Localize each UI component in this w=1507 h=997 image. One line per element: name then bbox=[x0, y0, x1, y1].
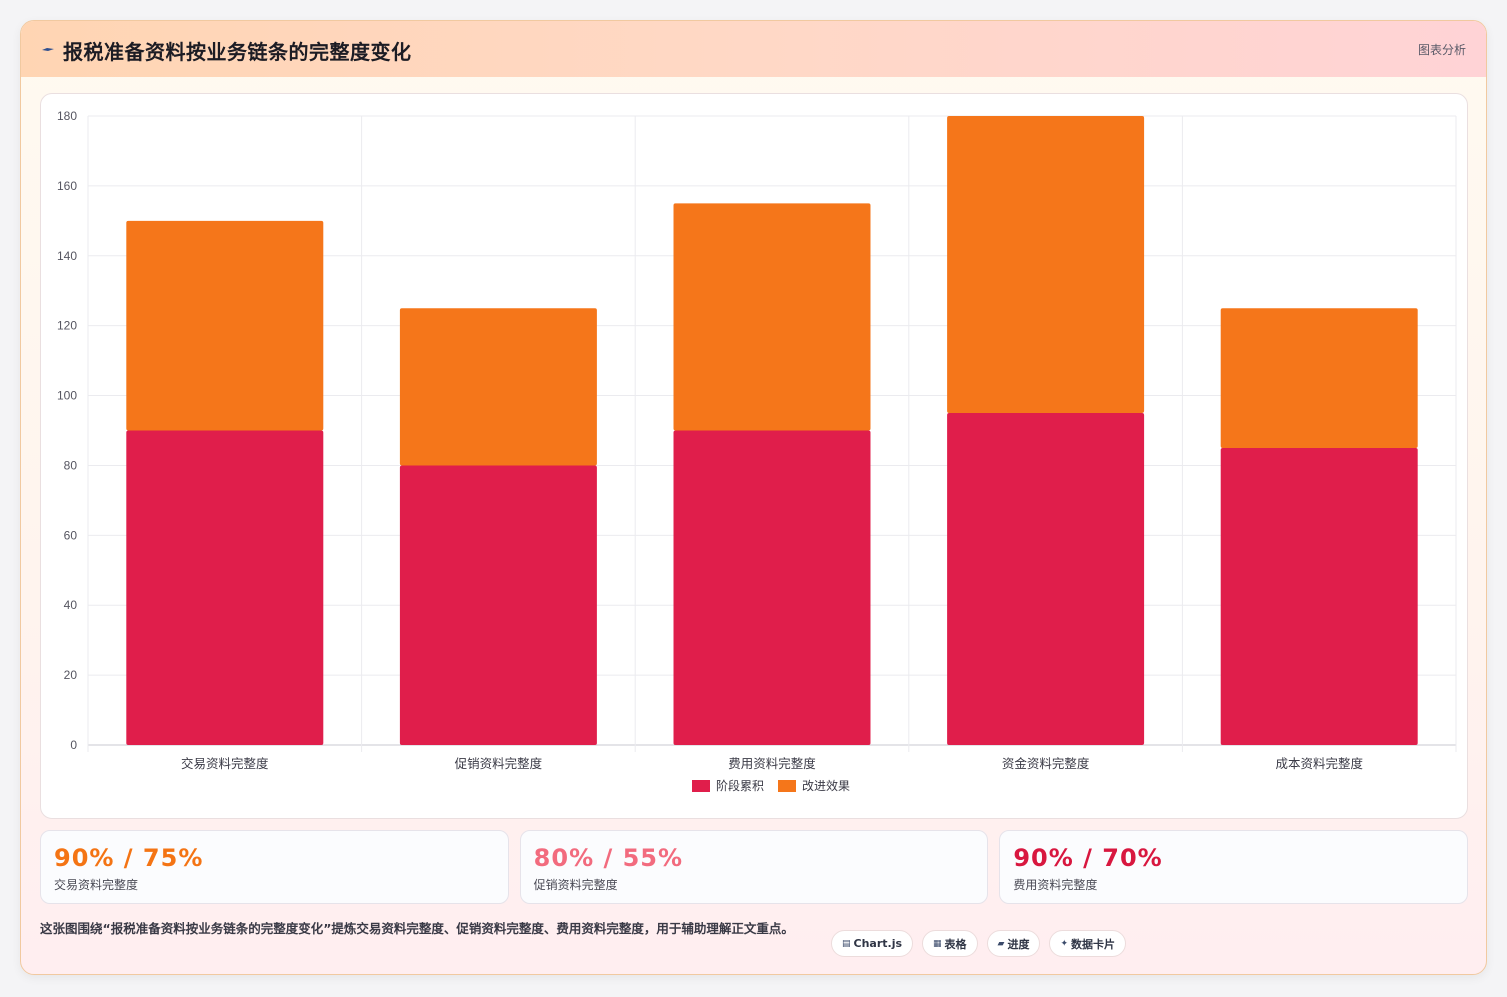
tag-label: 表格 bbox=[944, 937, 967, 951]
stat-cards: 90% / 75% 交易资料完整度 80% / 55% 促销资料完整度 90% … bbox=[40, 830, 1469, 904]
x-tick-label: 交易资料完整度 bbox=[181, 756, 269, 771]
tag-label: 数据卡片 bbox=[1071, 937, 1116, 951]
stacked-bar-chart: 0 20 40 60 80 100 120 140 160 180 交易资料完整度 促销资料完整度 费用… bbox=[57, 109, 1457, 793]
chart-panel: 0 20 40 60 80 100 120 140 160 180 交易资料完整度 促销资料完整度 费用… bbox=[40, 93, 1468, 819]
stat-card: 90% / 70% 费用资料完整度 bbox=[999, 830, 1469, 904]
stat-label: 交易资料完整度 bbox=[54, 878, 139, 892]
stat-label: 促销资料完整度 bbox=[533, 878, 618, 892]
bar-segment bbox=[1220, 308, 1418, 448]
y-tick-label: 40 bbox=[64, 598, 78, 612]
bar-segment bbox=[126, 220, 324, 431]
bar-segment bbox=[1220, 447, 1418, 745]
stat-label: 费用资料完整度 bbox=[1013, 878, 1098, 892]
tag-list: ▤ Chart.js ▦ 表格 ▰ 进度 ✦ 数据卡片 bbox=[831, 930, 1127, 957]
chart-description: 这张图围绕“报税准备资料按业务链条的完整度变化”提炼交易资料完整度、促销资料完整… bbox=[40, 921, 794, 936]
tag-label: Chart.js bbox=[853, 937, 903, 950]
x-tick-label: 促销资料完整度 bbox=[455, 756, 543, 771]
bar-segment bbox=[947, 116, 1145, 414]
bar-segment bbox=[673, 430, 871, 745]
x-tick-label: 费用资料完整度 bbox=[728, 756, 816, 771]
legend-label: 阶段累积 bbox=[716, 778, 764, 793]
y-tick-label: 100 bbox=[57, 389, 77, 403]
tag-table[interactable]: ▦ 表格 bbox=[922, 930, 978, 957]
bar-segment bbox=[126, 430, 324, 745]
y-tick-label: 180 bbox=[57, 109, 77, 123]
tag-data-card[interactable]: ✦ 数据卡片 bbox=[1049, 930, 1127, 957]
x-tick-label: 成本资料完整度 bbox=[1275, 756, 1363, 771]
legend-swatch bbox=[692, 780, 710, 792]
y-tick-label: 0 bbox=[70, 738, 77, 752]
progress-icon: ▰ bbox=[997, 938, 1005, 949]
y-tick-label: 60 bbox=[64, 528, 78, 542]
stat-value: 80% / 55% bbox=[533, 844, 684, 872]
y-tick-label: 80 bbox=[64, 458, 78, 472]
chart-card: 报税准备资料按业务链条的完整度变化 图表分析 0 20 40 60 80 100 120 14… bbox=[20, 20, 1487, 975]
table-icon: ▦ bbox=[933, 938, 942, 949]
legend-label: 改进效果 bbox=[802, 778, 850, 793]
bar-segment bbox=[947, 413, 1145, 745]
y-tick-label: 20 bbox=[64, 668, 78, 682]
stat-value: 90% / 75% bbox=[54, 844, 204, 872]
bar-segment bbox=[673, 203, 871, 431]
stat-card: 90% / 75% 交易资料完整度 bbox=[40, 830, 509, 904]
chart-analysis-link[interactable]: 图表分析 bbox=[1417, 43, 1466, 57]
sparkle-icon bbox=[41, 41, 55, 55]
sparkle-icon: ✦ bbox=[1060, 938, 1069, 949]
card-header: 报税准备资料按业务链条的完整度变化 图表分析 bbox=[21, 21, 1486, 77]
legend-swatch bbox=[778, 780, 796, 792]
y-tick-label: 140 bbox=[57, 249, 77, 263]
stat-card: 80% / 55% 促销资料完整度 bbox=[519, 830, 989, 904]
chart-icon: ▤ bbox=[842, 938, 851, 949]
page-title: 报税准备资料按业务链条的完整度变化 bbox=[63, 40, 412, 64]
stat-value: 90% / 70% bbox=[1013, 844, 1163, 872]
x-tick-label: 资金资料完整度 bbox=[1002, 756, 1090, 771]
bar-segment bbox=[399, 308, 597, 466]
tag-chartjs[interactable]: ▤ Chart.js bbox=[831, 930, 914, 957]
tag-progress[interactable]: ▰ 进度 bbox=[986, 930, 1041, 957]
tag-label: 进度 bbox=[1007, 937, 1030, 951]
y-tick-label: 160 bbox=[57, 179, 77, 193]
y-tick-label: 120 bbox=[57, 319, 77, 333]
bar-segment bbox=[399, 465, 597, 745]
